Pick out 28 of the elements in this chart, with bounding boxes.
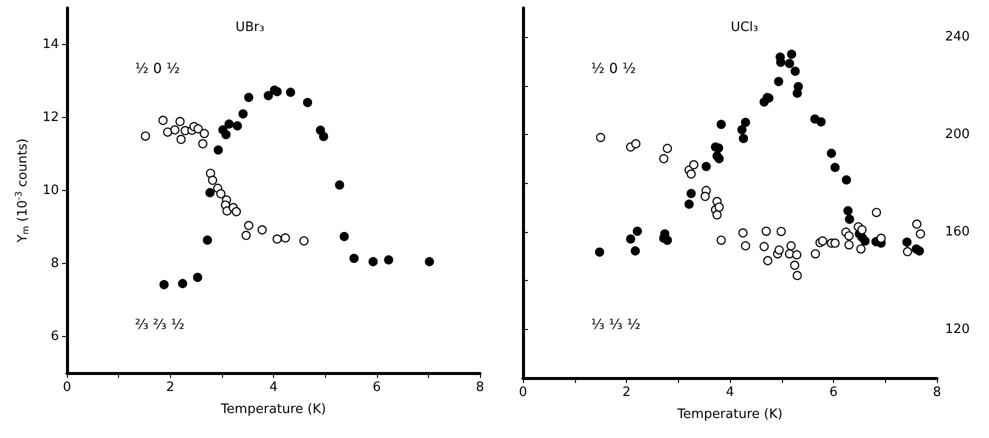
x-axis-title: Temperature (K) bbox=[220, 402, 326, 417]
y-tick-label: 120 bbox=[945, 322, 970, 337]
x-tick-label: 8 bbox=[476, 380, 484, 395]
text: UCl₃ bbox=[730, 20, 758, 35]
x-tick-label: 8 bbox=[932, 385, 942, 400]
annotation: ½ 0 ½ bbox=[591, 61, 636, 77]
y-tick-label: 6 bbox=[50, 329, 59, 344]
annotation: ½ 0 ½ bbox=[135, 61, 180, 77]
y-axis-title: Ym (10-3 counts) bbox=[14, 138, 32, 244]
x-tick-label: 2 bbox=[166, 380, 174, 395]
x-tick-label: 0 bbox=[62, 380, 72, 395]
x-tick-label: 6 bbox=[372, 380, 381, 395]
y-tick-label: 8 bbox=[50, 256, 59, 271]
y-tick-label: 200 bbox=[945, 127, 970, 142]
x-tick-label: 0 bbox=[518, 385, 528, 400]
x-tick-label: 6 bbox=[829, 385, 838, 400]
annotation: ⅓ ⅓ ½ bbox=[591, 317, 641, 333]
annotation: ⅔ ⅔ ½ bbox=[135, 317, 185, 333]
x-tick-label: 2 bbox=[622, 385, 631, 400]
x-tick-label: 4 bbox=[269, 380, 278, 395]
y-tick-label: 240 bbox=[945, 30, 970, 45]
y-tick-label: 12 bbox=[42, 110, 59, 125]
x-axis-title: Temperature (K) bbox=[676, 407, 783, 422]
y-tick-label: 160 bbox=[945, 224, 970, 240]
y-tick-label: 14 bbox=[42, 37, 59, 52]
text: UBr₃ bbox=[236, 20, 264, 35]
y-tick-label: 10 bbox=[42, 183, 59, 198]
x-tick-label: 4 bbox=[726, 385, 734, 400]
